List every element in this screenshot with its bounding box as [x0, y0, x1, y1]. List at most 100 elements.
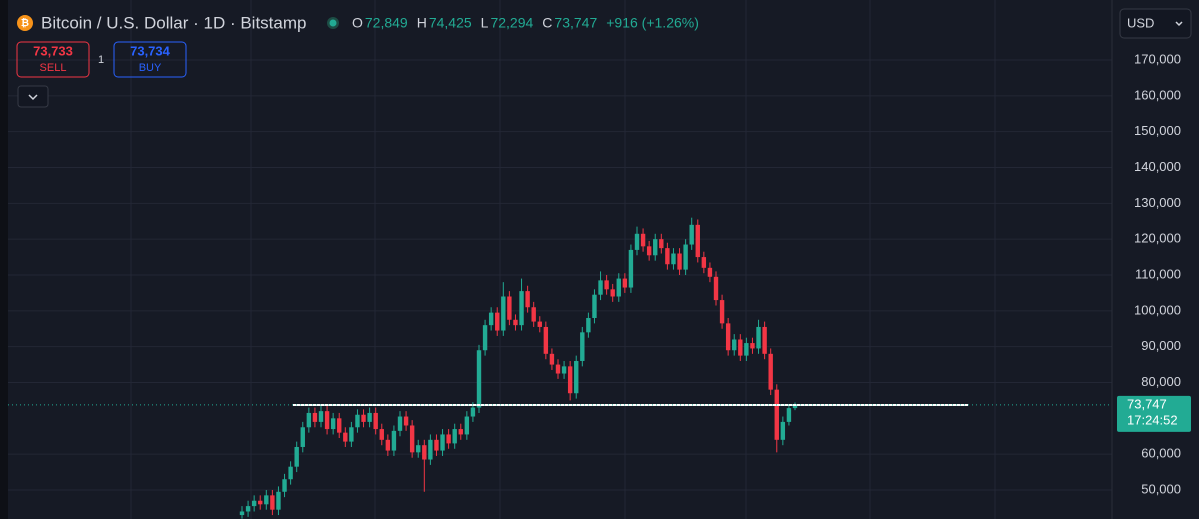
candle-body — [294, 446, 299, 467]
candle-body — [434, 439, 439, 451]
candle-body — [452, 429, 457, 444]
candle-body — [428, 439, 433, 460]
sell-price: 73,733 — [33, 43, 73, 58]
last-price: 73,747 — [1127, 396, 1167, 411]
buy-button[interactable] — [113, 41, 187, 78]
candle-body — [719, 300, 725, 324]
candle-body — [361, 414, 366, 422]
candle-body — [561, 366, 567, 374]
ohlc-value: 73,747 — [554, 15, 597, 31]
candle-body — [464, 416, 470, 435]
ohlc-value: 72,849 — [365, 15, 408, 31]
candle-body — [580, 332, 585, 361]
candle-body — [653, 239, 658, 256]
candle-body — [665, 248, 670, 265]
y-tick-label: 80,000 — [1141, 374, 1181, 389]
candle-body — [531, 307, 536, 322]
candle-body — [689, 224, 694, 245]
candle-body — [367, 412, 372, 422]
sell-button[interactable] — [16, 41, 90, 78]
ohlc-legend: O 72,849 H 74,425 L 72,294 C 73,747 +916 (+1.26%… — [352, 15, 699, 31]
y-tick-label: 120,000 — [1134, 231, 1181, 246]
candle-body — [440, 434, 445, 451]
candle-body — [616, 278, 621, 297]
candle-body — [245, 506, 251, 512]
candle-body — [732, 339, 737, 351]
candle-body — [501, 296, 506, 331]
status-dot — [329, 19, 337, 27]
buy-label: BUY — [139, 62, 162, 74]
candle-body — [604, 280, 609, 290]
candle-body — [409, 425, 415, 453]
candle-body — [713, 276, 719, 301]
candle-body — [555, 364, 561, 374]
candle-body — [470, 407, 476, 417]
currency-select[interactable]: USD — [1119, 8, 1192, 39]
y-tick-label: 110,000 — [1135, 266, 1181, 281]
price-axis — [1112, 0, 1199, 519]
coin-symbol: ₿ — [21, 17, 29, 29]
grid — [8, 59, 1112, 491]
candle-body — [476, 350, 482, 408]
chart-title: Bitcoin / U.S. Dollar · 1D · Bitstamp — [41, 13, 306, 32]
time-grid — [130, 0, 996, 519]
ohlc-value: 74,425 — [429, 15, 472, 31]
candle-body — [282, 479, 287, 492]
candle-body — [337, 418, 342, 433]
candle-body — [543, 326, 549, 354]
sell-label: SELL — [40, 62, 67, 74]
candle-body — [488, 312, 494, 326]
candle-body — [288, 466, 293, 480]
candle-body — [300, 427, 305, 447]
ohlc-key: C — [542, 15, 552, 31]
candle-body — [567, 366, 573, 394]
candle-body — [513, 319, 518, 326]
candle-body — [416, 445, 421, 453]
y-tick-label: 60,000 — [1141, 446, 1181, 461]
candle-body — [750, 343, 755, 349]
ohlc-key: L — [481, 15, 489, 31]
candle-body — [695, 224, 700, 258]
y-tick-label: 150,000 — [1134, 123, 1181, 138]
chevron — [28, 94, 38, 101]
candle-body — [312, 412, 318, 422]
candle-body — [537, 321, 542, 327]
candle-body — [762, 326, 767, 354]
candle-body — [574, 360, 579, 394]
candle-body — [634, 233, 640, 250]
candle-body — [324, 411, 330, 430]
left-border — [0, 0, 8, 519]
header: ₿ Bitcoin / U.S. Dollar · 1D · Bitstamp — [17, 13, 339, 32]
candle-body — [403, 416, 409, 426]
candle-body — [343, 432, 348, 442]
candles — [239, 217, 798, 519]
candle-body — [622, 278, 628, 288]
ohlc-value: 72,294 — [490, 15, 533, 31]
coin-icon — [17, 15, 33, 31]
y-tick-label: 140,000 — [1134, 159, 1181, 174]
candle-body — [373, 412, 378, 430]
candle-body — [391, 430, 397, 451]
candle-body — [422, 445, 427, 460]
currency-button[interactable] — [1119, 8, 1192, 39]
y-tick-label: 170,000 — [1134, 51, 1181, 66]
candle-body — [507, 296, 512, 320]
change: +916 (+1.26%) — [606, 15, 699, 31]
buy-price: 73,734 — [130, 43, 171, 58]
candle-body — [446, 434, 451, 444]
candle-body — [482, 325, 488, 351]
candle-body — [792, 404, 798, 409]
collapse-button[interactable] — [17, 85, 49, 108]
candle-body — [495, 312, 500, 331]
candle-body — [264, 495, 269, 505]
candle-body — [318, 411, 324, 422]
candle-body — [385, 439, 391, 451]
trade-buttons: 73,733 SELL 1 73,734 BUY — [16, 41, 187, 108]
candle-body — [330, 418, 336, 430]
candle-body — [774, 389, 779, 440]
quantity: 1 — [98, 54, 104, 66]
candle-body — [786, 408, 792, 422]
y-tick-label: 50,000 — [1141, 481, 1181, 496]
